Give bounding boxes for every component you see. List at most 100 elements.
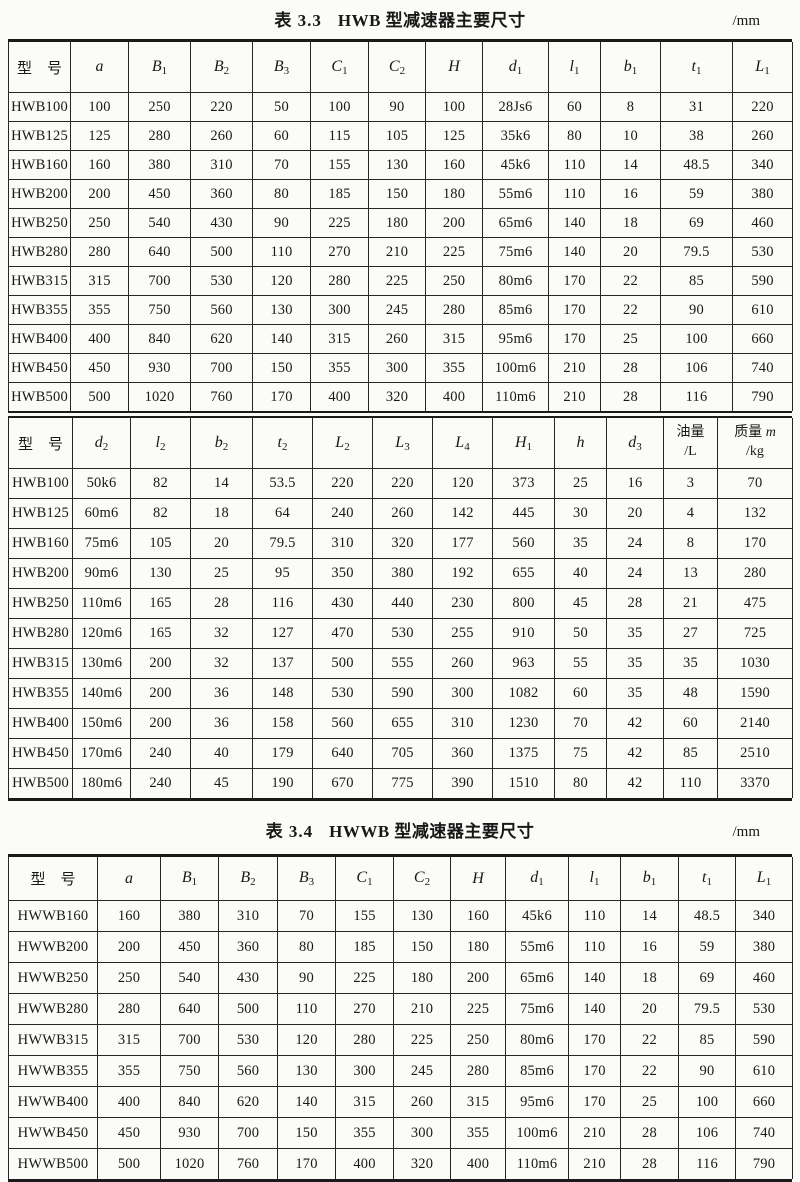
variable-symbol: d: [530, 869, 539, 886]
table-cell: 280: [425, 295, 483, 325]
table-cell: 210: [368, 237, 426, 267]
table-cell: 70: [277, 900, 336, 932]
table-row: HWB125 60m6 82 18 64 240 260 142 445 30 20 4 132: [8, 498, 793, 529]
table-cell: 740: [735, 1117, 793, 1149]
column-header: C2: [393, 857, 451, 901]
table-cell: 60: [663, 708, 718, 739]
table-cell: 70: [554, 708, 607, 739]
table-cell: 450: [160, 931, 219, 963]
table-cell: 250: [450, 1024, 506, 1056]
table-cell: 75m6: [482, 237, 549, 267]
table-cell: 140m6: [72, 678, 131, 709]
variable-symbol: b: [623, 57, 632, 75]
table-cell: 320: [393, 1148, 451, 1179]
table-cell: 225: [425, 237, 483, 267]
table-cell: 400: [97, 1086, 161, 1118]
table-cell: 100: [660, 324, 733, 354]
table-cell: 225: [310, 208, 369, 238]
table-cell: 230: [432, 588, 493, 619]
table-row: HWWB355 355 750 560 130 300 245 280 85m6 170 22 90 6…: [8, 1055, 793, 1087]
table-cell: 3: [663, 468, 718, 499]
variable-symbol: b: [642, 869, 651, 886]
table-cell: 190: [252, 768, 313, 798]
table-cell: 700: [218, 1117, 278, 1149]
table-cell: 655: [492, 558, 555, 589]
table-cell: 610: [735, 1055, 793, 1087]
table-cell: 165: [130, 618, 191, 649]
table-cell: 530: [372, 618, 433, 649]
table-cell: 82: [130, 468, 191, 499]
table-cell: 360: [190, 179, 253, 209]
table-cell: 250: [128, 92, 191, 122]
variable-symbol: H: [514, 433, 527, 451]
table-cell: 21: [663, 588, 718, 619]
table-cell: 775: [372, 768, 433, 798]
table-cell: 760: [218, 1148, 278, 1179]
table-cell: 355: [450, 1117, 506, 1149]
table-cell: 400: [335, 1148, 394, 1179]
row-model: HWB500: [8, 382, 71, 411]
table-cell: 30: [554, 498, 607, 529]
table-cell: 315: [335, 1086, 394, 1118]
column-header: l1: [568, 857, 621, 901]
table-cell: 120m6: [72, 618, 131, 649]
header-label: 型 号: [17, 436, 63, 453]
table-cell: 400: [310, 382, 369, 411]
variable-symbol: C: [388, 57, 400, 75]
table-cell: 130: [277, 1055, 336, 1087]
table-cell: 963: [492, 648, 555, 679]
table-cell: 180: [393, 962, 451, 994]
table-cell: 185: [310, 179, 369, 209]
table-cell: 530: [190, 266, 253, 296]
table-cell: 125: [425, 121, 483, 151]
table-cell: 110m6: [482, 382, 549, 411]
column-header: B1: [128, 42, 191, 93]
row-model: HWB250: [8, 208, 71, 238]
row-model: HWB450: [8, 738, 73, 769]
column-header: 型 号: [8, 418, 73, 469]
table-cell: 35: [606, 618, 664, 649]
column-header: B2: [218, 857, 278, 901]
table-cell: 14: [190, 468, 253, 499]
table-cell: 560: [312, 708, 373, 739]
variable-symbol: h: [576, 434, 585, 451]
table-cell: 2510: [717, 738, 793, 769]
table-row: HWWB400 400 840 620 140 315 260 315 95m6 170 25 100…: [8, 1086, 793, 1118]
row-model: HWB100: [8, 92, 71, 122]
table-cell: 360: [218, 931, 278, 963]
row-model: HWB355: [8, 295, 71, 325]
table-cell: 85m6: [482, 295, 549, 325]
table-cell: 28: [620, 1148, 679, 1179]
table-cell: 170: [548, 295, 601, 325]
table-cell: 35: [606, 648, 664, 679]
table-cell: 210: [568, 1117, 621, 1149]
table-cell: 315: [425, 324, 483, 354]
table-row: HWB250 110m6 165 28 116 430 440 230 800 45 28 21 475: [8, 588, 793, 619]
row-model: HWB450: [8, 353, 71, 383]
table-cell: 530: [218, 1024, 278, 1056]
table-cell: 132: [717, 498, 793, 529]
table-cell: 1020: [160, 1148, 219, 1179]
column-header: 型 号: [8, 857, 98, 901]
table-cell: 160: [70, 150, 129, 180]
table-cell: 177: [432, 528, 493, 559]
table-cell: 55: [554, 648, 607, 679]
variable-symbol: l: [589, 869, 594, 886]
table-cell: 280: [450, 1055, 506, 1087]
variable-symbol: H: [448, 58, 460, 75]
table-cell: 22: [620, 1055, 679, 1087]
table-cell: 90: [368, 92, 426, 122]
table-cell: 910: [492, 618, 555, 649]
table-cell: 270: [335, 993, 394, 1025]
table-cell: 750: [128, 295, 191, 325]
table-cell: 110: [568, 931, 621, 963]
variable-symbol: a: [95, 58, 104, 75]
table-cell: 150: [277, 1117, 336, 1149]
column-header: C1: [310, 42, 369, 93]
table-row: HWB500 180m6 240 45 190 670 775 390 1510 80 42 110 3…: [8, 768, 793, 798]
row-model: HWB125: [8, 121, 71, 151]
table-number: 表 3.4: [265, 822, 314, 841]
row-model: HWWB250: [8, 962, 98, 994]
table-row: HWB355 140m6 200 36 148 530 590 300 1082 60 35 48 15…: [8, 678, 793, 709]
table-cell: 180: [450, 931, 506, 963]
